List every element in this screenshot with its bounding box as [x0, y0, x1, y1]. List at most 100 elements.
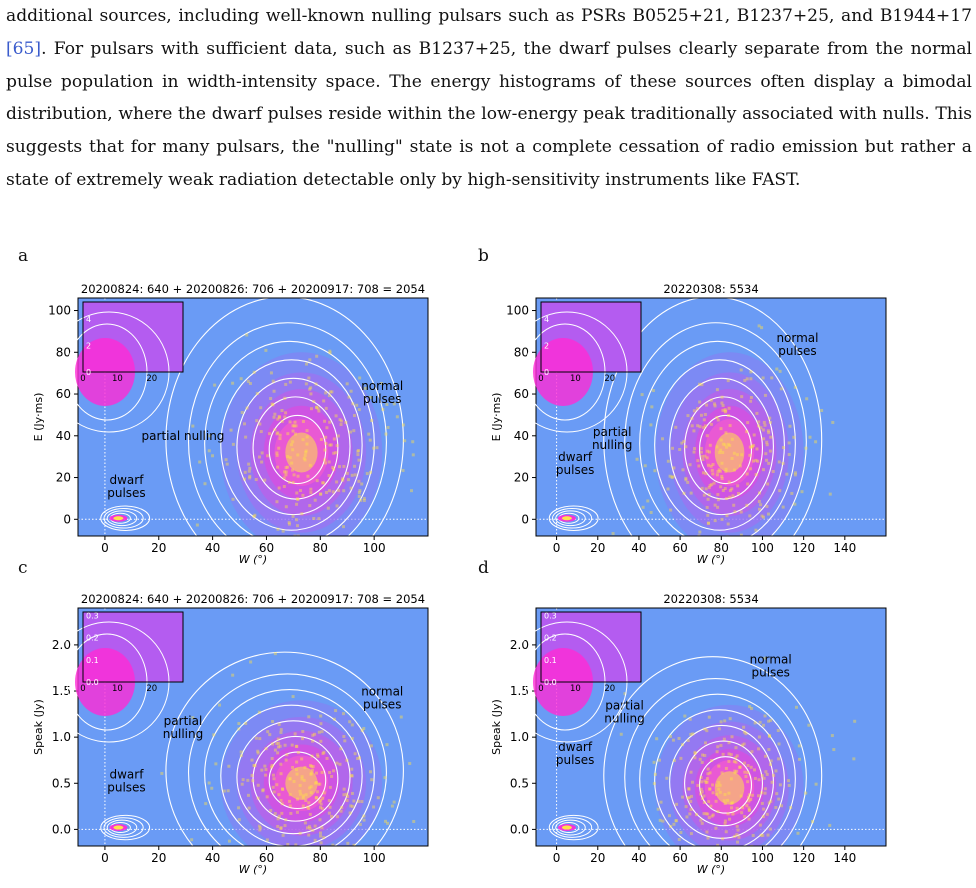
data-point — [750, 844, 754, 846]
data-point — [689, 770, 693, 774]
data-point — [735, 453, 739, 457]
data-point — [207, 449, 211, 453]
data-point — [331, 541, 334, 544]
data-point — [745, 503, 749, 507]
data-point — [758, 823, 762, 827]
y-axis-label: Speak (Jy) — [490, 699, 503, 755]
data-point — [699, 450, 703, 454]
data-point — [305, 429, 309, 433]
data-point — [331, 490, 335, 494]
data-point — [252, 514, 256, 518]
data-point — [368, 438, 372, 442]
data-point — [723, 792, 727, 796]
data-point — [733, 510, 737, 514]
data-point — [689, 832, 693, 836]
data-point — [270, 402, 274, 406]
data-point — [706, 767, 710, 771]
data-point — [727, 480, 731, 484]
data-point — [362, 498, 366, 502]
data-point — [384, 432, 388, 436]
data-point — [730, 437, 734, 441]
chart-title: 20200824: 640 + 20200826: 706 + 20200917… — [81, 282, 425, 296]
data-point — [761, 468, 765, 472]
data-point — [649, 423, 653, 427]
data-point — [811, 820, 815, 824]
data-point — [283, 470, 287, 474]
data-point — [720, 517, 724, 521]
data-point — [276, 745, 280, 749]
data-point — [276, 737, 280, 741]
data-point — [322, 399, 326, 403]
data-point — [340, 805, 344, 809]
data-point — [350, 723, 354, 727]
data-point — [304, 798, 308, 802]
data-point — [830, 734, 834, 738]
data-point — [279, 798, 283, 802]
data-point — [292, 473, 296, 477]
data-point — [252, 370, 256, 374]
data-point — [682, 439, 686, 443]
data-point — [759, 426, 763, 430]
data-point — [360, 728, 364, 732]
plot-area — [78, 608, 428, 846]
data-point — [266, 454, 270, 458]
data-point — [704, 487, 708, 491]
inset-y-tick-label: 0.3 — [86, 612, 99, 621]
data-point — [222, 789, 226, 793]
data-point — [698, 425, 702, 429]
data-point — [372, 446, 376, 450]
x-tick-label: 0 — [553, 541, 561, 555]
data-point — [747, 808, 751, 812]
contour-line — [654, 359, 785, 531]
data-point — [311, 828, 315, 832]
data-point — [669, 824, 673, 828]
data-point — [290, 461, 294, 465]
data-point — [291, 448, 295, 452]
data-point — [349, 804, 353, 808]
data-point — [796, 831, 800, 835]
contour-line — [236, 720, 351, 835]
data-point — [314, 382, 318, 386]
data-point — [246, 379, 250, 383]
data-point — [738, 765, 742, 769]
data-point — [296, 524, 300, 528]
data-point — [693, 751, 697, 755]
data-point — [307, 715, 311, 719]
data-point — [735, 754, 739, 758]
data-point — [748, 705, 752, 709]
data-point — [697, 464, 701, 468]
data-point — [729, 753, 733, 757]
data-point — [341, 477, 345, 481]
data-point — [766, 833, 770, 837]
data-point — [705, 505, 709, 509]
data-point — [271, 403, 275, 407]
data-point — [715, 416, 719, 420]
data-point — [721, 837, 725, 841]
data-point — [307, 833, 311, 837]
data-point — [369, 395, 373, 399]
density-blob — [714, 432, 745, 473]
x-tick-label: 80 — [313, 541, 328, 555]
data-point — [298, 489, 302, 493]
inset-x-tick-label: 20 — [604, 374, 615, 384]
data-point — [720, 771, 724, 775]
annotation-label: partial nulling — [142, 429, 225, 443]
contour-line — [548, 814, 599, 841]
data-point — [316, 407, 320, 411]
citation-link[interactable]: [65] — [6, 38, 42, 59]
contour-line — [624, 322, 807, 536]
data-point — [315, 796, 319, 800]
data-point — [411, 440, 415, 444]
data-point — [385, 402, 389, 406]
data-point — [707, 816, 711, 820]
data-point — [304, 450, 308, 454]
data-point — [699, 413, 703, 417]
data-point — [323, 557, 326, 560]
data-point — [349, 430, 353, 434]
data-point — [267, 536, 270, 539]
data-point — [710, 483, 714, 487]
data-point — [688, 463, 692, 467]
data-point — [237, 722, 241, 726]
data-point — [703, 753, 707, 757]
data-point — [224, 458, 228, 462]
